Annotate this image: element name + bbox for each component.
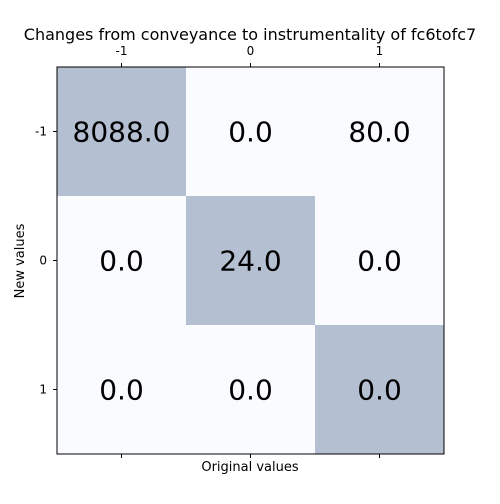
heatmap-cell xyxy=(186,325,316,455)
cell-value-label: 0.0 xyxy=(99,374,144,407)
heatmap-cell xyxy=(315,67,445,197)
heatmap-cell xyxy=(57,67,187,197)
heatmap-cell xyxy=(57,196,187,326)
cell-value-label: 0.0 xyxy=(228,116,273,149)
y-tick-label: -1 xyxy=(35,125,47,139)
y-axis-ticks: -1 0 1 xyxy=(35,125,57,397)
heatmap-cell xyxy=(315,196,445,326)
cell-value-label: 0.0 xyxy=(357,374,402,407)
x-tick-label: -1 xyxy=(116,44,128,58)
x-axis-label: Original values xyxy=(201,460,299,475)
chart-title: Changes from conveyance to instrumentali… xyxy=(24,25,476,44)
heatmap-cell xyxy=(186,196,316,326)
y-tick-label: 1 xyxy=(39,383,47,397)
cell-value-label: 80.0 xyxy=(348,116,410,149)
cell-value-label: 8088.0 xyxy=(73,116,171,149)
cell-value-label: 0.0 xyxy=(99,245,144,278)
plot-frame xyxy=(56,66,445,455)
heatmap-cell xyxy=(315,325,445,455)
x-axis-ticks: -1 0 1 xyxy=(116,44,384,458)
y-tick-label: 0 xyxy=(39,254,47,268)
heatmap-cell xyxy=(57,325,187,455)
heatmap-cell xyxy=(186,67,316,197)
cell-labels-layer: 8088.0 0.0 80.0 0.0 24.0 0.0 0.0 0.0 0.0 xyxy=(73,116,411,407)
x-tick-label: 0 xyxy=(247,44,255,58)
y-axis-label: New values xyxy=(13,223,28,298)
x-tick-label: 1 xyxy=(376,44,384,58)
cells-layer xyxy=(57,67,445,455)
cell-value-label: 24.0 xyxy=(219,245,281,278)
cell-value-label: 0.0 xyxy=(228,374,273,407)
cell-value-label: 0.0 xyxy=(357,245,402,278)
